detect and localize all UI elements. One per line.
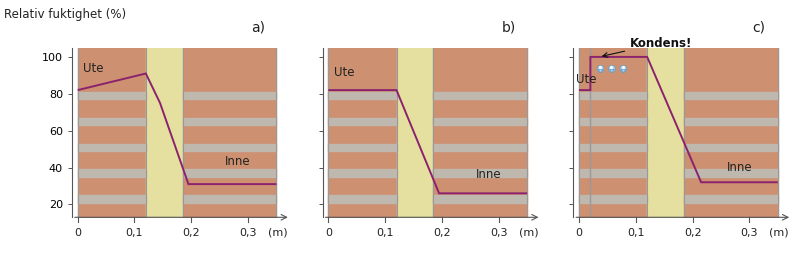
Text: (m): (m) [268, 228, 287, 238]
Text: 0,2: 0,2 [182, 228, 200, 238]
Text: b): b) [502, 20, 516, 34]
Text: a): a) [251, 20, 265, 34]
Text: 0,1: 0,1 [376, 228, 394, 238]
Text: 0,2: 0,2 [684, 228, 702, 238]
Text: Ute: Ute [83, 62, 104, 75]
Text: Relativ fuktighet (%): Relativ fuktighet (%) [4, 8, 126, 21]
Text: 0: 0 [575, 228, 582, 238]
Text: Inne: Inne [476, 168, 502, 182]
Text: (m): (m) [770, 228, 789, 238]
Text: c): c) [753, 20, 766, 34]
Polygon shape [610, 69, 614, 73]
Text: 0,1: 0,1 [627, 228, 645, 238]
Text: 0,3: 0,3 [490, 228, 507, 238]
Text: Ute: Ute [576, 73, 597, 86]
Text: 0,2: 0,2 [433, 228, 450, 238]
Text: 0,3: 0,3 [741, 228, 758, 238]
Text: Kondens!: Kondens! [603, 37, 693, 57]
Text: 0,1: 0,1 [126, 228, 143, 238]
Text: Ute: Ute [334, 66, 354, 79]
Text: 0: 0 [325, 228, 332, 238]
Text: (m): (m) [518, 228, 538, 238]
Polygon shape [598, 69, 603, 73]
Polygon shape [621, 69, 626, 73]
Text: 0,3: 0,3 [239, 228, 257, 238]
Text: Inne: Inne [226, 156, 251, 169]
Ellipse shape [609, 65, 615, 72]
Text: Inne: Inne [726, 161, 752, 174]
Ellipse shape [597, 65, 604, 72]
Ellipse shape [620, 65, 626, 72]
Text: 0: 0 [74, 228, 81, 238]
